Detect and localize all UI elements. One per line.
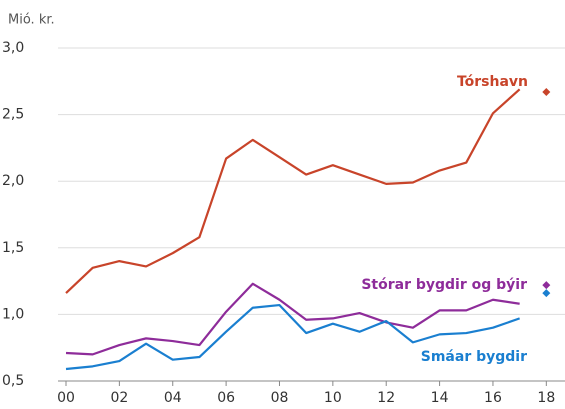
y-tick-label: 1,0 bbox=[2, 306, 24, 322]
y-tick-label: 2,5 bbox=[2, 107, 24, 123]
x-tick-label: 04 bbox=[164, 390, 182, 406]
x-tick-label: 08 bbox=[271, 390, 289, 406]
series-label: Tórshavn bbox=[457, 74, 528, 90]
x-tick-label: 00 bbox=[57, 390, 75, 406]
y-tick-label: 2,0 bbox=[2, 173, 24, 189]
series-label: Stórar bygdir og býir bbox=[361, 277, 527, 293]
x-tick-label: 18 bbox=[537, 390, 555, 406]
x-tick-label: 02 bbox=[110, 390, 128, 406]
x-tick-label: 06 bbox=[217, 390, 235, 406]
point-marker bbox=[542, 289, 551, 298]
series-label: Smáar bygdir bbox=[421, 349, 527, 365]
y-tick-label: 1,5 bbox=[2, 240, 24, 256]
series-line bbox=[65, 303, 520, 371]
y-tick-label: 0,5 bbox=[2, 373, 24, 389]
y-tick-label: 3,0 bbox=[2, 40, 24, 56]
y-unit: Mió. kr. bbox=[8, 13, 55, 28]
x-tick-label: 16 bbox=[484, 390, 502, 406]
x-tick-label: 10 bbox=[324, 390, 342, 406]
x-tick-label: 14 bbox=[431, 390, 449, 406]
point-marker bbox=[542, 281, 551, 290]
point-marker bbox=[542, 87, 551, 96]
series-line bbox=[65, 282, 520, 356]
x-tick-label: 12 bbox=[377, 390, 395, 406]
series-line bbox=[65, 88, 521, 294]
